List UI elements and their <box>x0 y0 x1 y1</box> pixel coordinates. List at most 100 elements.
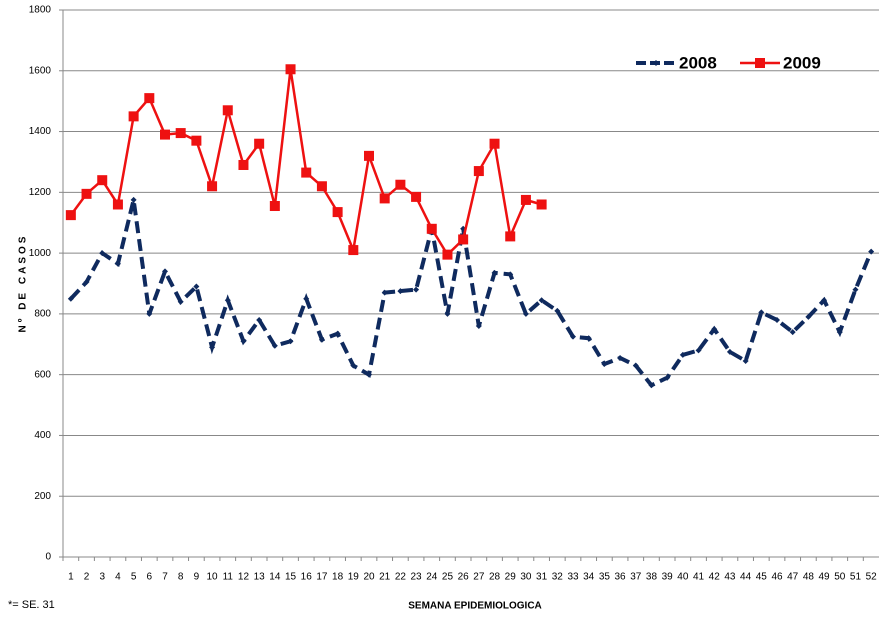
x-tick-label: 21 <box>379 572 391 583</box>
data-point <box>114 260 121 267</box>
data-point <box>522 310 529 317</box>
data-point <box>491 269 498 276</box>
x-tick-label: 19 <box>348 572 360 583</box>
x-tick-label: 29 <box>505 572 517 583</box>
data-point <box>381 289 388 296</box>
data-point <box>601 361 608 368</box>
data-point <box>285 64 296 75</box>
data-point <box>303 295 310 302</box>
data-point <box>632 362 639 369</box>
data-point <box>67 295 74 302</box>
data-point <box>301 167 312 178</box>
legend-marker <box>653 60 659 66</box>
x-tick-label: 45 <box>756 572 768 583</box>
x-tick-label: 2 <box>84 572 90 583</box>
data-point <box>679 351 686 358</box>
x-tick-label: 16 <box>301 572 313 583</box>
data-point <box>191 135 202 146</box>
data-point <box>364 150 374 161</box>
x-tick-label: 23 <box>411 572 423 583</box>
y-tick-label: 200 <box>34 491 51 502</box>
data-point <box>505 231 516 242</box>
data-point <box>81 188 92 199</box>
data-point <box>617 354 624 361</box>
x-tick-label: 30 <box>520 572 532 583</box>
data-point <box>411 191 422 202</box>
y-tick-label: 1600 <box>29 65 52 76</box>
data-point <box>805 313 812 320</box>
x-tick-label: 34 <box>583 572 595 583</box>
x-tick-label: 43 <box>724 572 736 583</box>
data-point <box>852 286 859 293</box>
data-point <box>726 348 733 355</box>
y-tick-label: 1000 <box>29 248 52 259</box>
data-point <box>520 194 531 205</box>
x-tick-label: 40 <box>677 572 689 583</box>
x-tick-label: 14 <box>269 572 281 583</box>
data-point <box>395 179 406 190</box>
data-point <box>475 323 482 330</box>
data-point <box>507 271 514 278</box>
x-tick-label: 36 <box>615 572 627 583</box>
x-tick-label: 24 <box>426 572 438 583</box>
x-tick-label: 48 <box>803 572 815 583</box>
y-axis-label: Nº DE CASOS <box>18 234 29 333</box>
data-point <box>269 201 280 212</box>
data-point <box>458 234 469 245</box>
data-point <box>397 288 404 295</box>
data-point <box>711 326 718 333</box>
data-point <box>271 342 278 349</box>
data-point <box>256 316 263 323</box>
legend-label: 2009 <box>783 53 821 72</box>
x-tick-label: 5 <box>131 572 137 583</box>
data-point <box>348 245 359 256</box>
x-tick-label: 12 <box>238 572 250 583</box>
x-tick-label: 13 <box>254 572 266 583</box>
y-tick-label: 600 <box>34 369 51 380</box>
series-line <box>69 199 874 388</box>
data-point <box>99 250 106 257</box>
legend-marker <box>755 58 765 68</box>
data-point <box>162 268 168 275</box>
data-point <box>130 196 137 203</box>
data-point <box>128 111 139 122</box>
data-point <box>789 329 796 336</box>
x-tick-label: 9 <box>194 572 200 583</box>
x-tick-label: 20 <box>363 572 375 583</box>
data-point <box>334 330 341 337</box>
x-tick-label: 47 <box>787 572 799 583</box>
x-tick-label: 50 <box>834 572 846 583</box>
x-tick-label: 35 <box>599 572 611 583</box>
x-tick-label: 32 <box>552 572 564 583</box>
data-point <box>287 338 294 345</box>
data-point <box>664 374 671 381</box>
x-tick-label: 17 <box>316 572 328 583</box>
data-point <box>554 307 561 314</box>
x-tick-label: 18 <box>332 572 344 583</box>
data-point <box>742 357 749 364</box>
data-point <box>585 335 592 342</box>
x-tick-label: 15 <box>285 572 297 583</box>
data-point <box>65 210 76 221</box>
data-point <box>836 329 843 336</box>
data-point <box>177 298 184 305</box>
data-point <box>222 105 233 116</box>
y-tick-label: 1800 <box>29 5 52 16</box>
data-point <box>112 199 123 210</box>
x-tick-label: 4 <box>115 572 121 583</box>
x-tick-label: 3 <box>99 572 105 583</box>
data-point <box>97 175 108 186</box>
data-point <box>536 199 547 210</box>
data-point <box>774 316 780 323</box>
data-point <box>489 138 500 149</box>
x-tick-label: 39 <box>662 572 674 583</box>
x-tick-label: 27 <box>473 572 485 583</box>
data-point <box>366 371 372 378</box>
data-point <box>254 138 265 149</box>
data-point <box>318 336 325 343</box>
data-point <box>538 297 545 304</box>
data-point <box>146 310 153 317</box>
data-point <box>209 344 216 351</box>
x-tick-label: 37 <box>630 572 642 583</box>
